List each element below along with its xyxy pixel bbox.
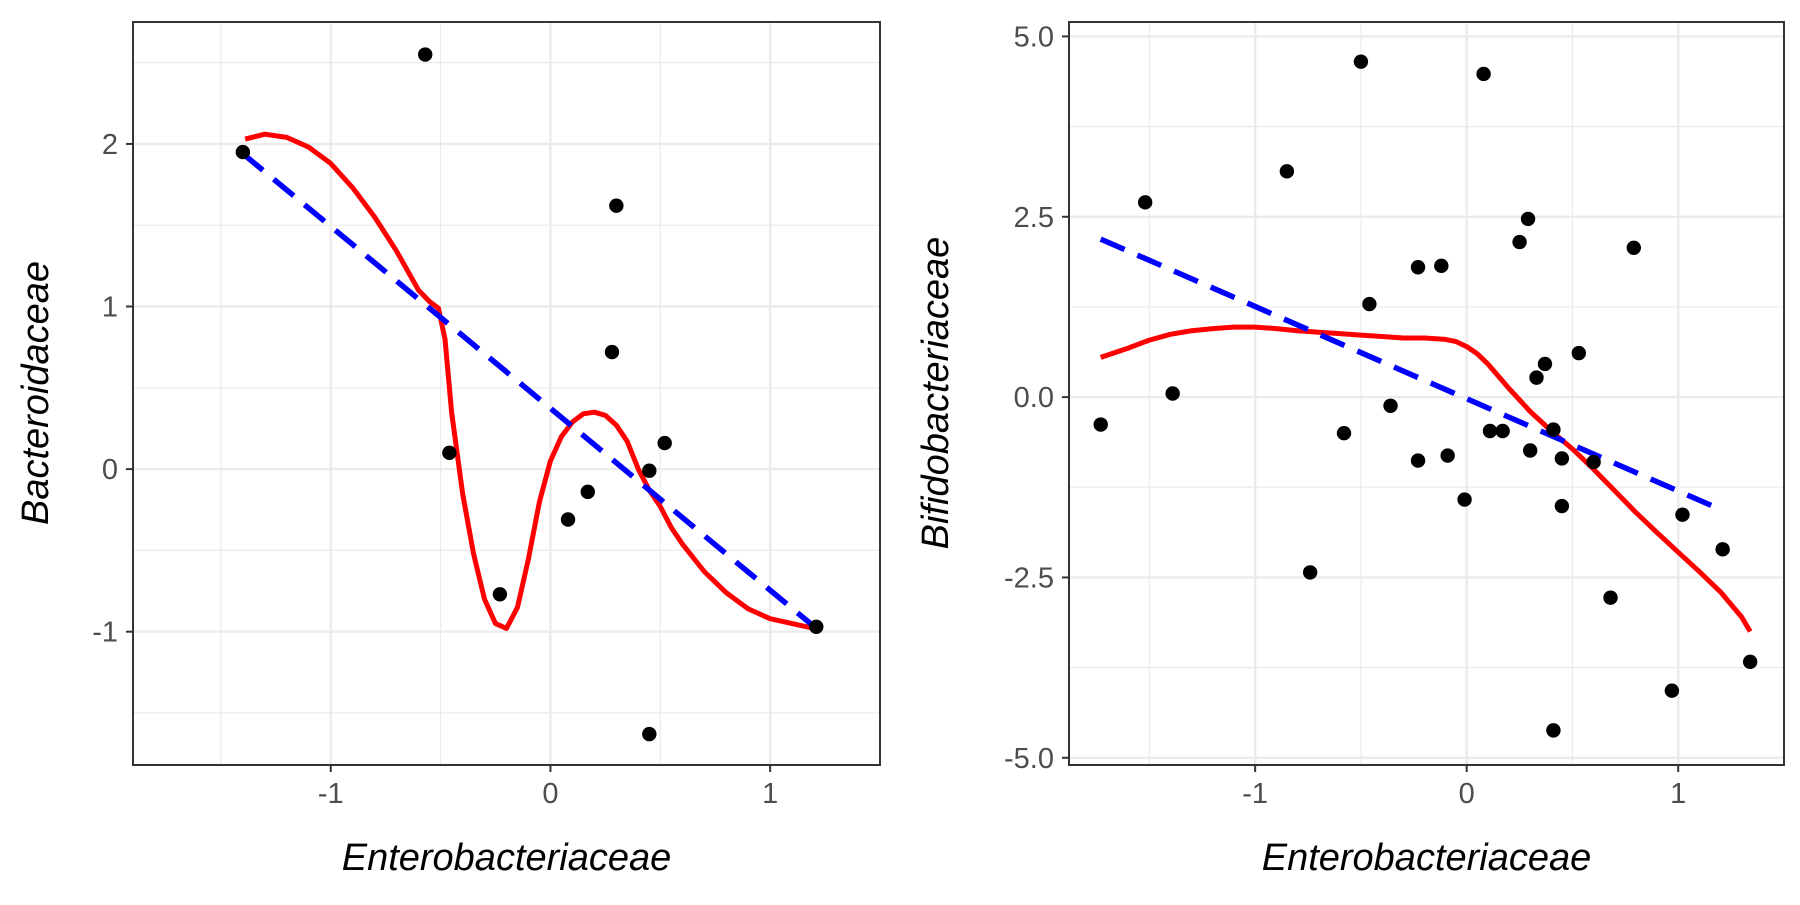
data-point (1715, 542, 1730, 557)
y-tick-label: 5.0 (1014, 21, 1054, 53)
right-chart-panel: -1 0 1 -5.0 -2.5 0.0 2.5 5.0 Enterobacteriaceae B… (915, 21, 1785, 879)
panel-border (1068, 21, 1785, 766)
data-point (235, 144, 251, 160)
data-point (1383, 398, 1398, 413)
data-point (1137, 195, 1153, 210)
linear-fit-line (241, 151, 819, 631)
linear-fit-line (1099, 236, 1724, 513)
data-point (657, 435, 672, 451)
data-point (1362, 296, 1377, 312)
x-tick-label: 1 (762, 778, 778, 810)
data-point (1093, 417, 1108, 432)
data-point (1520, 211, 1536, 227)
data-point (418, 47, 433, 62)
data-point (1675, 507, 1690, 522)
data-point (492, 587, 508, 602)
data-point (1302, 565, 1318, 580)
x-axis-title: Enterobacteriaceae (1262, 837, 1592, 879)
data-point (1410, 260, 1426, 275)
x-tick-label: 0 (542, 778, 558, 810)
data-point (1410, 453, 1426, 468)
y-tick-label: -5.0 (1004, 743, 1054, 775)
left-chart-panel: -1 0 1 -1 0 1 2 Enterobacteriaceae Bacteroidacea… (15, 21, 881, 879)
x-tick-label: 0 (1459, 778, 1475, 810)
panel-background (133, 22, 880, 765)
y-axis-title: Bacteroidaceae (15, 261, 57, 525)
y-axis-title: Bifidobacteriaceae (915, 237, 957, 550)
data-point (809, 619, 824, 635)
data-point (1571, 345, 1587, 361)
data-point (642, 726, 657, 742)
loess-fit-line (1099, 324, 1753, 633)
data-point (1554, 498, 1570, 514)
data-point (1165, 386, 1180, 401)
panel-border (132, 21, 881, 766)
data-point (1522, 443, 1538, 458)
data-point (1457, 492, 1472, 507)
data-point (1279, 164, 1295, 179)
data-point (609, 198, 624, 213)
data-point (1476, 66, 1491, 82)
data-point (1512, 234, 1527, 250)
y-tick-label: 0.0 (1014, 382, 1054, 414)
data-point (1546, 723, 1561, 738)
x-tick-label: 1 (1670, 778, 1686, 810)
data-point (1482, 423, 1498, 439)
data-point (604, 344, 620, 360)
data-point (560, 512, 576, 527)
data-point (1537, 356, 1553, 372)
data-point (1440, 448, 1455, 463)
y-tick-label: -2.5 (1004, 562, 1054, 594)
data-point (1353, 54, 1369, 69)
x-axis-title: Enterobacteriaceae (342, 837, 672, 879)
data-point (1554, 451, 1570, 466)
y-tick-label: 2 (102, 129, 118, 161)
data-point (1664, 683, 1680, 698)
data-point (580, 484, 595, 500)
x-tick-label: -1 (318, 778, 344, 810)
data-point (1336, 425, 1352, 441)
data-point (1495, 423, 1510, 439)
panel-background (1069, 22, 1784, 765)
x-tick-label: -1 (1242, 778, 1268, 810)
y-tick-label: 2.5 (1014, 202, 1054, 234)
data-point (1529, 370, 1544, 385)
y-tick-label: -1 (92, 617, 118, 649)
data-point (1546, 422, 1561, 437)
y-tick-label: 0 (102, 454, 118, 486)
data-point (442, 445, 457, 461)
data-point (1434, 258, 1449, 274)
data-point (1603, 590, 1618, 605)
loess-fit-line (244, 131, 815, 631)
data-point (1742, 654, 1758, 670)
data-point (1586, 454, 1601, 470)
data-point (642, 463, 657, 478)
data-point (1626, 240, 1642, 255)
y-tick-label: 1 (102, 292, 118, 324)
